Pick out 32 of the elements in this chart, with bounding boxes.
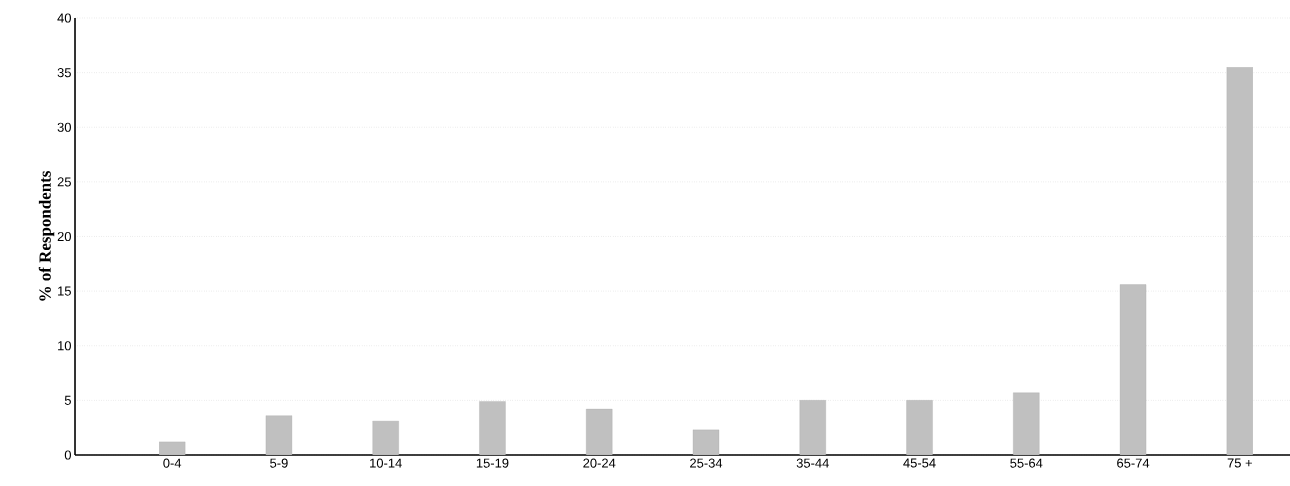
bar [586,408,613,455]
bar [1226,67,1253,455]
y-tick-label: 30 [57,122,71,132]
y-tick-label: 20 [57,231,71,242]
y-axis-title: % of Respondents [38,171,55,301]
x-tick-label: 10-14 [370,458,402,468]
bar [479,401,506,455]
y-tick-label: 40 [57,13,71,23]
x-tick-label: 75 + [1227,458,1252,468]
x-tick-label: 35-44 [796,458,829,468]
bar [265,415,293,455]
x-tick-label: 45-54 [903,458,936,468]
bar [799,400,826,455]
y-tick-label: 25 [57,177,71,187]
bar [692,429,720,455]
x-tick-label: 15-19 [476,458,509,468]
y-tick-label: 15 [58,286,71,296]
x-tick-label: 65-74 [1117,458,1150,468]
y-tick-label: 35 [57,68,71,78]
y-tick-label: 5 [64,395,71,405]
bar [372,420,399,455]
y-tick-label: 10 [58,341,71,351]
x-tick-label: 55-64 [1010,458,1043,468]
bar [159,441,186,455]
x-tick-label: 20-24 [583,458,616,468]
x-tick-label: 25-34 [690,458,723,468]
y-tick-label: 0 [64,450,71,460]
bar [1119,284,1147,455]
x-tick-label: 0-4 [163,458,182,468]
bar [1013,392,1040,455]
bar [906,400,933,455]
x-tick-label: 5-9 [270,458,288,468]
